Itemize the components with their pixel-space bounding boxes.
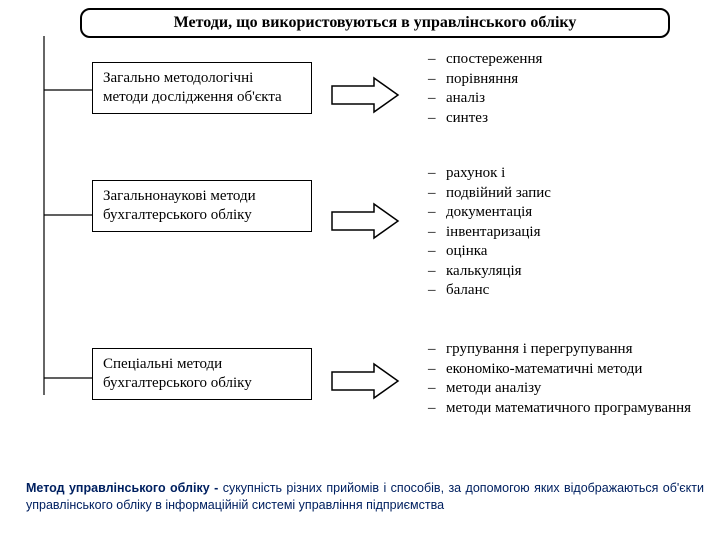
list-item: –калькуляція (428, 262, 551, 282)
list-item: –порівняння (428, 70, 542, 90)
dash-icon: – (428, 164, 446, 184)
item-list-3: –групування і перегрупування–економіко-м… (428, 340, 691, 418)
list-item-text: рахунок і (446, 164, 505, 184)
list-item-text: методи математичного програмування (446, 399, 691, 419)
dash-icon: – (428, 184, 446, 204)
dash-icon: – (428, 281, 446, 301)
list-item-text: аналіз (446, 89, 485, 109)
method-box-3-label: Спеціальні методи бухгалтерського обліку (103, 356, 252, 391)
list-item-text: порівняння (446, 70, 518, 90)
method-box-1-label: Загально методологічні методи дослідженн… (103, 70, 282, 105)
list-item-text: методи аналізу (446, 379, 541, 399)
method-box-3: Спеціальні методи бухгалтерського обліку (92, 348, 312, 400)
list-item: –баланс (428, 281, 551, 301)
list-item-text: інвентаризація (446, 223, 540, 243)
list-item: –економіко-математичні методи (428, 360, 691, 380)
dash-icon: – (428, 223, 446, 243)
list-item-text: синтез (446, 109, 488, 129)
dash-icon: – (428, 89, 446, 109)
footer-term: Метод управлінського обліку - (26, 481, 223, 495)
method-box-2: Загальнонаукові методи бухгалтерського о… (92, 180, 312, 232)
arrow-3-shape (332, 364, 398, 398)
list-item: –оцінка (428, 242, 551, 262)
list-item: –документація (428, 203, 551, 223)
dash-icon: – (428, 242, 446, 262)
dash-icon: – (428, 399, 446, 419)
list-item: –синтез (428, 109, 542, 129)
list-item: –методи математичного програмування (428, 399, 691, 419)
item-list-2: –рахунок і–подвійний запис–документація–… (428, 164, 551, 301)
list-item: –рахунок і (428, 164, 551, 184)
list-item-text: документація (446, 203, 532, 223)
list-item-text: калькуляція (446, 262, 522, 282)
arrow-2-shape (332, 204, 398, 238)
arrow-2 (330, 200, 400, 242)
list-item: –групування і перегрупування (428, 340, 691, 360)
dash-icon: – (428, 379, 446, 399)
list-item: –спостереження (428, 50, 542, 70)
dash-icon: – (428, 203, 446, 223)
item-list-1: –спостереження–порівняння–аналіз–синтез (428, 50, 542, 128)
list-item-text: економіко-математичні методи (446, 360, 642, 380)
list-item: –інвентаризація (428, 223, 551, 243)
list-item: –аналіз (428, 89, 542, 109)
list-item-text: подвійний запис (446, 184, 551, 204)
list-item-text: групування і перегрупування (446, 340, 632, 360)
method-box-1: Загально методологічні методи дослідженн… (92, 62, 312, 114)
arrow-1 (330, 74, 400, 116)
dash-icon: – (428, 262, 446, 282)
dash-icon: – (428, 109, 446, 129)
header-title-box: Методи, що використовуються в управлінсь… (80, 8, 670, 38)
dash-icon: – (428, 340, 446, 360)
list-item-text: спостереження (446, 50, 542, 70)
method-box-2-label: Загальнонаукові методи бухгалтерського о… (103, 188, 256, 223)
list-item-text: баланс (446, 281, 489, 301)
list-item: –подвійний запис (428, 184, 551, 204)
header-title-text: Методи, що використовуються в управлінсь… (174, 14, 577, 31)
list-item-text: оцінка (446, 242, 487, 262)
arrow-1-shape (332, 78, 398, 112)
dash-icon: – (428, 70, 446, 90)
dash-icon: – (428, 50, 446, 70)
arrow-3 (330, 360, 400, 402)
list-item: –методи аналізу (428, 379, 691, 399)
dash-icon: – (428, 360, 446, 380)
footer-definition: Метод управлінського обліку - сукупність… (26, 480, 704, 514)
